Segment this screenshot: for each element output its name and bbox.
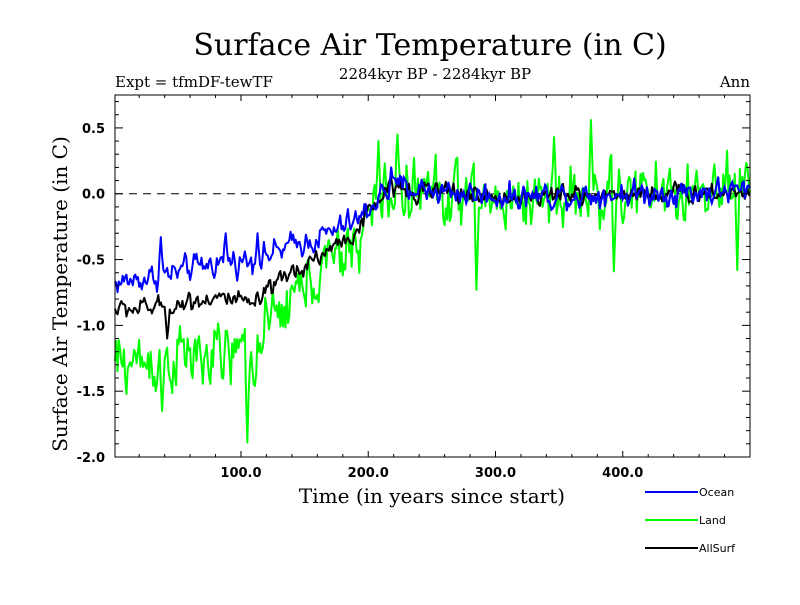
- x-axis-label: Time (in years since start): [299, 484, 565, 508]
- y-axis-label: Surface Air Temperature (in C): [48, 136, 72, 452]
- x-tick-label: 400.0: [602, 466, 643, 481]
- y-tick-label: 0.5: [82, 122, 105, 137]
- chart-title: Surface Air Temperature (in C): [193, 28, 666, 63]
- legend-label-allsurf: AllSurf: [699, 542, 736, 555]
- experiment-label: Expt = tfmDF-tewTF: [115, 73, 273, 91]
- legend: Ocean Land AllSurf: [645, 486, 736, 555]
- legend-label-land: Land: [699, 514, 726, 527]
- plot-area: 100.0 200.0 300.0 400.0 -2.0 -1.5 -1.0 -0.5 0.0…: [77, 94, 751, 481]
- y-tick-label: -1.0: [77, 319, 105, 334]
- plot-frame: [114, 94, 751, 458]
- y-axis: -2.0 -1.5 -1.0 -0.5 0.0 0.5: [77, 101, 750, 466]
- series-line-ocean-overlay: [355, 167, 751, 224]
- y-tick-label: -2.0: [77, 451, 105, 466]
- x-axis: 100.0 200.0 300.0 400.0: [138, 95, 726, 481]
- x-tick-label: 100.0: [220, 466, 261, 481]
- x-tick-label: 300.0: [475, 466, 516, 481]
- x-tick-label: 200.0: [348, 466, 389, 481]
- y-tick-label: 0.0: [82, 188, 105, 203]
- chart-subtitle: 2284kyr BP - 2284kyr BP: [339, 65, 531, 83]
- legend-label-ocean: Ocean: [699, 486, 734, 499]
- series-line-land: [114, 119, 751, 444]
- season-label: Ann: [719, 73, 750, 91]
- y-tick-label: -0.5: [77, 254, 105, 269]
- series-layer: [114, 119, 751, 444]
- y-tick-label: -1.5: [77, 385, 105, 400]
